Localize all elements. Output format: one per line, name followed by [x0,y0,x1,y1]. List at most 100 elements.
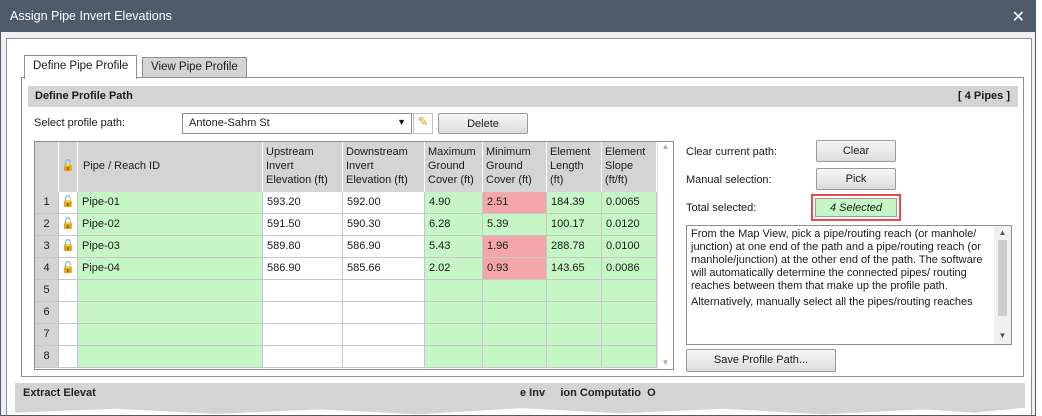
lock-icon[interactable]: 🔓 [59,258,78,280]
cell-len: 100.17 [547,214,602,236]
extract-elevations-label: Extract Elevat [23,387,96,399]
profile-path-label: Select profile path: [34,117,126,129]
main-panel: Define Pipe Profile View Pipe Profile De… [6,38,1032,415]
cell-len [547,346,602,368]
help-scrollbar[interactable]: ▲ ▼ [994,226,1011,344]
tab-define-pipe-profile[interactable]: Define Pipe Profile [24,55,138,79]
grid-scrollbar[interactable]: ▲ ▼ [657,142,673,369]
cell-slope [602,302,657,324]
cell-up[interactable] [263,280,343,302]
cell-min: 0.93 [483,258,547,280]
row-number: 3 [35,236,59,258]
total-selected-value: 4 Selected [815,198,897,217]
header-slope[interactable]: Element Slope (ft/ft) [602,142,657,192]
cell-up[interactable]: 591.50 [263,214,343,236]
manual-selection-label: Manual selection: [686,174,772,186]
row-number: 7 [35,324,59,346]
cell-slope [602,324,657,346]
header-length[interactable]: Element Length (ft) [547,142,602,192]
cell-max: 2.02 [425,258,483,280]
row-number: 1 [35,192,59,214]
row-number: 5 [35,280,59,302]
cell-slope [602,346,657,368]
computation-options-label: e Inv ion Computatio O [520,387,656,399]
tab-content [21,77,1024,377]
profile-path-dropdown[interactable]: Antone-Sahm St ▼ [182,113,412,134]
cell-down[interactable] [343,346,425,368]
lock-header-icon[interactable]: 🔓 [59,142,78,192]
cell-up[interactable]: 586.90 [263,258,343,280]
cell-min [483,324,547,346]
cell-up[interactable]: 589.80 [263,236,343,258]
cell-min [483,280,547,302]
cell-id: Pipe-04 [78,258,263,280]
lock-cell[interactable] [59,302,78,324]
cell-max [425,302,483,324]
cell-max [425,324,483,346]
cell-down[interactable]: 585.66 [343,258,425,280]
cell-slope: 0.0086 [602,258,657,280]
cell-min: 1.96 [483,236,547,258]
row-number: 4 [35,258,59,280]
lock-cell[interactable] [59,324,78,346]
total-selected-highlight: 4 Selected [811,194,901,221]
cell-down[interactable]: 592.00 [343,192,425,214]
cell-down[interactable] [343,280,425,302]
pick-button[interactable]: Pick [816,168,896,190]
save-profile-path-button[interactable]: Save Profile Path... [686,349,836,372]
clear-path-label: Clear current path: [686,146,778,158]
row-number: 6 [35,302,59,324]
lock-icon[interactable]: 🔓 [59,192,78,214]
row-number-header [35,142,59,192]
lock-icon[interactable]: 🔓 [59,236,78,258]
cell-up[interactable]: 593.20 [263,192,343,214]
cell-len [547,280,602,302]
cell-slope: 0.0100 [602,236,657,258]
cell-up[interactable] [263,302,343,324]
help-textbox[interactable]: From the Map View, pick a pipe/routing r… [686,225,1012,345]
cell-down[interactable] [343,302,425,324]
cell-slope [602,280,657,302]
cell-down[interactable]: 586.90 [343,236,425,258]
cell-up[interactable] [263,346,343,368]
cell-min: 2.51 [483,192,547,214]
cell-up[interactable] [263,324,343,346]
close-icon[interactable]: ✕ [1011,9,1025,26]
cell-id: Pipe-02 [78,214,263,236]
total-selected-label: Total selected: [686,202,757,214]
pipe-count: [ 4 Pipes ] [958,90,1010,102]
cell-min [483,302,547,324]
chevron-down-icon: ▼ [397,117,406,127]
header-max-cover[interactable]: Maximum Ground Cover (ft) [425,142,483,192]
cell-len: 143.65 [547,258,602,280]
lock-icon[interactable]: 🔓 [59,214,78,236]
cell-len: 288.78 [547,236,602,258]
help-text: From the Map View, pick a pipe/routing r… [691,228,983,292]
pencil-icon[interactable]: ✎ [413,113,433,134]
header-min-cover[interactable]: Minimum Ground Cover (ft) [483,142,547,192]
cell-len: 184.39 [547,192,602,214]
row-number: 8 [35,346,59,368]
header-pipe-id[interactable]: Pipe / Reach ID [78,142,263,192]
cell-id [78,346,263,368]
cell-max: 5.43 [425,236,483,258]
title-bar: Assign Pipe Invert Elevations ✕ [1,1,1035,32]
cell-down[interactable]: 590.30 [343,214,425,236]
header-downstream-invert[interactable]: Downstream Invert Elevation (ft) [343,142,425,192]
cell-down[interactable] [343,324,425,346]
lock-cell[interactable] [59,346,78,368]
delete-button[interactable]: Delete [438,113,528,134]
help-text-2: Alternatively, manually select all the p… [691,296,973,308]
row-number: 2 [35,214,59,236]
clear-button[interactable]: Clear [816,140,896,162]
cell-id [78,324,263,346]
lock-cell[interactable] [59,280,78,302]
header-upstream-invert[interactable]: Upstream Invert Elevation (ft) [263,142,343,192]
cell-id: Pipe-03 [78,236,263,258]
tab-view-pipe-profile[interactable]: View Pipe Profile [142,57,247,78]
section-title: Define Profile Path [35,90,133,102]
cell-slope: 0.0065 [602,192,657,214]
profile-path-value: Antone-Sahm St [189,117,270,129]
cell-max: 4.90 [425,192,483,214]
